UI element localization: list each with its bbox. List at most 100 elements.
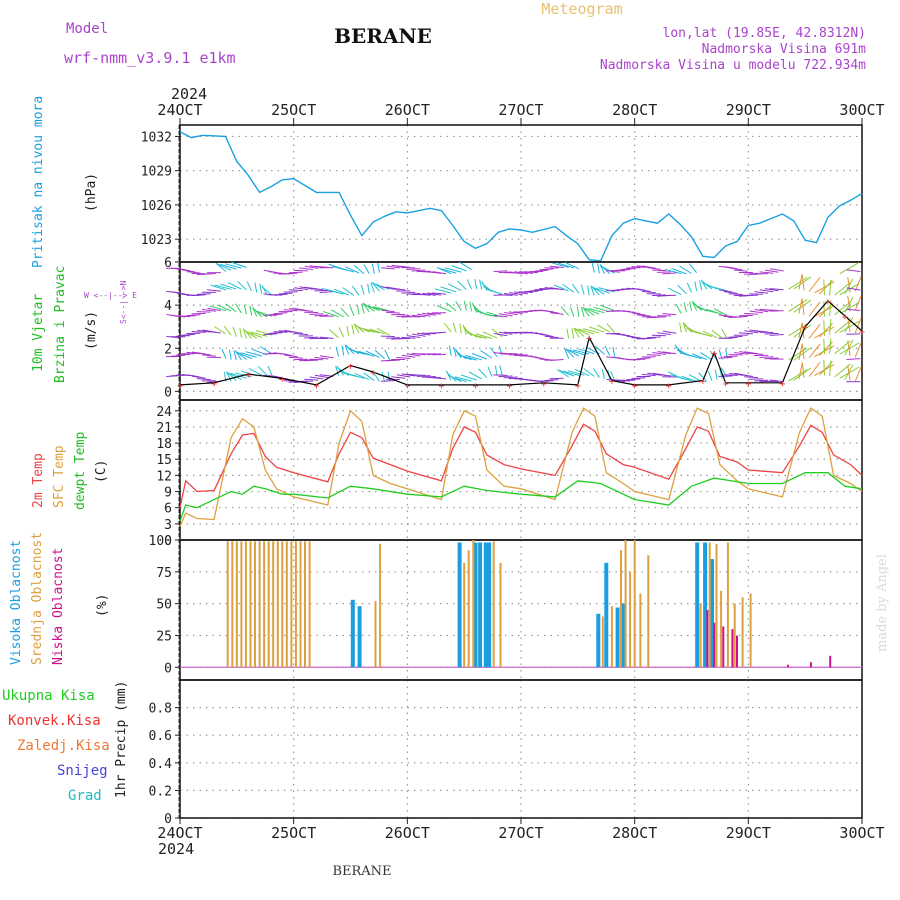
wind-arrow bbox=[594, 287, 610, 294]
wind-arrow bbox=[421, 376, 436, 378]
wind-arrow bbox=[529, 289, 544, 292]
wind-arrow bbox=[801, 343, 805, 360]
wind-arrow bbox=[386, 265, 400, 269]
wind-arrow bbox=[713, 308, 728, 316]
wind-arrow bbox=[346, 325, 350, 336]
wind-arrow bbox=[679, 322, 682, 333]
wind-arrow bbox=[341, 345, 345, 356]
wind-arrow bbox=[733, 315, 748, 318]
model-label: Model bbox=[66, 21, 108, 37]
wind-arrow bbox=[498, 313, 513, 317]
wind-arrow bbox=[445, 302, 457, 312]
wind-arrow bbox=[226, 371, 232, 382]
wind-arrow bbox=[196, 378, 211, 381]
bottom-tick-label: 27OCT bbox=[498, 824, 543, 842]
wind-arrow bbox=[651, 269, 666, 272]
wind-arrow bbox=[688, 263, 697, 274]
y-tick-label: 2 bbox=[164, 342, 172, 357]
wind-arrow bbox=[591, 262, 595, 273]
wind-arrow bbox=[668, 287, 682, 296]
cloud-bar bbox=[741, 597, 744, 668]
wind-arrow bbox=[685, 353, 702, 360]
wind-arrow bbox=[465, 355, 482, 361]
wind-arrow bbox=[698, 372, 708, 382]
cloud-bar bbox=[722, 626, 725, 668]
cloud-bar bbox=[249, 541, 252, 668]
wind-arrow bbox=[606, 270, 620, 273]
wind-arrow bbox=[689, 301, 692, 312]
wind-arrow bbox=[278, 292, 293, 295]
wind-arrow bbox=[261, 286, 273, 296]
wind-arrow bbox=[197, 352, 211, 356]
wind-arrow bbox=[569, 306, 575, 317]
year-top: 2024 bbox=[171, 85, 207, 103]
wind-arrow bbox=[353, 323, 360, 334]
wind-arrow bbox=[319, 291, 334, 293]
wind-arrow bbox=[733, 269, 748, 272]
wind-arrow bbox=[769, 288, 784, 291]
wind-arrow bbox=[493, 315, 508, 318]
pressure-unit: (hPa) bbox=[84, 173, 99, 212]
wind-arrow bbox=[486, 288, 503, 295]
precip-legend-item: Zaledj.Kisa bbox=[17, 738, 110, 754]
wind-arrow bbox=[450, 376, 467, 383]
wind-arrow bbox=[587, 285, 590, 296]
wind-arrow bbox=[396, 315, 411, 317]
wind-arrow bbox=[700, 351, 713, 361]
wind-arrow bbox=[176, 353, 191, 356]
wind-arrow bbox=[801, 299, 805, 315]
wind-arrow bbox=[544, 379, 559, 381]
wind-arrow bbox=[572, 349, 590, 355]
wind-arrow bbox=[584, 307, 600, 315]
wind-arrow bbox=[283, 272, 298, 275]
temp-sfc-label: SFC Temp bbox=[52, 445, 67, 508]
wind-arrow bbox=[616, 269, 631, 271]
wind-arrow bbox=[396, 374, 411, 378]
wind-speed-marker: + bbox=[177, 381, 183, 392]
top-tick-label: 27OCT bbox=[498, 101, 543, 119]
compass-we: W <--|--> E bbox=[84, 291, 137, 300]
wind-arrow bbox=[808, 323, 821, 339]
cloud-high-label: Visoka Oblacnost bbox=[9, 540, 24, 665]
cloud-bar bbox=[713, 622, 716, 668]
wind-arrow bbox=[598, 287, 615, 293]
wind-speed-marker: + bbox=[348, 362, 354, 373]
wind-arrow bbox=[582, 306, 590, 317]
precip-legend: Ukupna Kisa Konvek.Kisa Zaledj.Kisa Snijeg G… bbox=[2, 688, 110, 804]
cloud-bar bbox=[499, 562, 502, 668]
wind-arrow bbox=[589, 326, 605, 333]
cloud-bar bbox=[231, 541, 234, 668]
wind-arrow bbox=[575, 328, 590, 336]
wind-arrow bbox=[416, 293, 431, 296]
wind-arrow bbox=[834, 282, 851, 296]
wind-arrow bbox=[657, 374, 672, 377]
wind-arrow bbox=[245, 351, 262, 357]
wind-arrow bbox=[829, 338, 832, 354]
temp-unit: (C) bbox=[94, 460, 109, 483]
wind-arrow bbox=[362, 302, 370, 313]
wind-arrow bbox=[626, 378, 641, 381]
wind-arrow bbox=[631, 312, 646, 316]
wind-arrow bbox=[651, 294, 666, 297]
wind-arrow bbox=[549, 265, 564, 268]
cloud-bar bbox=[281, 541, 284, 668]
wind-arrow bbox=[571, 328, 575, 339]
wind-arrow bbox=[829, 319, 832, 335]
wind-arrow bbox=[513, 354, 528, 357]
wind-arrow bbox=[432, 331, 447, 334]
wind-arrow bbox=[237, 351, 252, 359]
wind-arrow bbox=[560, 306, 570, 316]
y-tick-label: 1029 bbox=[141, 165, 172, 180]
cloud-bar bbox=[633, 540, 636, 668]
wind-arrow bbox=[549, 377, 564, 380]
y-tick-label: 50 bbox=[156, 598, 172, 613]
cloud-bar bbox=[733, 603, 736, 668]
wind-arrow bbox=[514, 271, 528, 275]
wind-arrow bbox=[387, 371, 391, 382]
wind-arrow bbox=[793, 347, 812, 361]
wind-arrow bbox=[544, 335, 559, 339]
wind-arrow bbox=[710, 286, 728, 292]
wind-arrow bbox=[723, 291, 738, 294]
wind-arrow bbox=[788, 347, 808, 361]
wind-arrow bbox=[793, 276, 812, 290]
